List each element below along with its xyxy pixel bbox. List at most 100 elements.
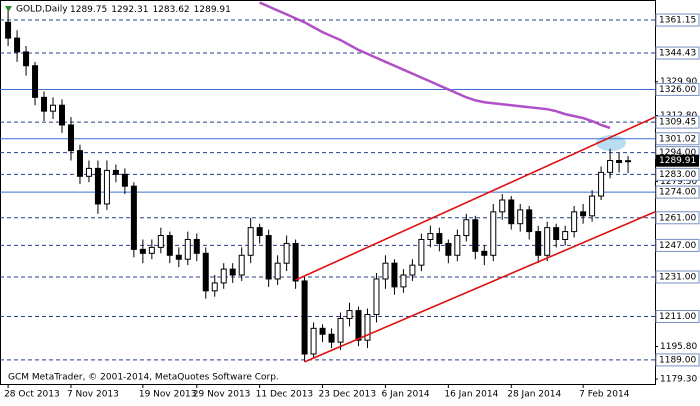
- candle-body: [310, 327, 317, 355]
- candle-body: [562, 231, 569, 240]
- candle-body: [472, 219, 479, 252]
- x-tick-label: 11 Dec 2013: [256, 390, 314, 400]
- candle-body: [427, 233, 434, 240]
- x-tick-label: 28 Jan 2014: [507, 390, 561, 400]
- candle-body: [409, 264, 416, 276]
- candle-body: [229, 268, 236, 276]
- candle-body: [76, 150, 83, 177]
- y-tick-label: 1329.90: [660, 77, 697, 87]
- current-price-box: [656, 154, 699, 167]
- candle-body: [607, 160, 614, 173]
- x-tick-label: 19 Nov 2013: [139, 390, 197, 400]
- candle-body: [139, 248, 146, 254]
- level-label-box: [655, 132, 700, 146]
- candle-body: [14, 37, 21, 53]
- candle-body: [580, 211, 587, 217]
- level-label: 1344.43: [659, 49, 696, 59]
- candle-body: [184, 238, 191, 260]
- y-tick-label: 1279.30: [660, 177, 697, 187]
- candle-body: [193, 238, 200, 254]
- level-label-box: [655, 82, 700, 96]
- candle-body: [32, 65, 39, 98]
- candle-body: [41, 96, 48, 112]
- candle-body: [5, 21, 12, 39]
- level-label: 1294.00: [659, 148, 696, 158]
- candle-body: [23, 51, 30, 67]
- level-label-box: [655, 167, 700, 181]
- candle-body: [85, 167, 92, 177]
- quote-value: 1289.75: [70, 5, 107, 15]
- candle-body: [94, 167, 101, 205]
- candle-body: [616, 160, 623, 163]
- level-label-box: [655, 115, 700, 129]
- candle-body: [247, 227, 254, 256]
- quote-header: 1289.75 1292.31 1283.62 1289.91: [70, 5, 231, 15]
- candle-body: [517, 209, 524, 225]
- candle-body: [535, 231, 542, 256]
- level-label: 1261.00: [659, 213, 696, 223]
- candle-body: [265, 235, 272, 280]
- candle-body: [319, 327, 326, 335]
- level-label: 1301.02: [659, 134, 696, 144]
- candle-body: [103, 169, 110, 205]
- level-label: 1283.00: [659, 170, 696, 180]
- candle-body: [355, 310, 362, 341]
- level-label-box: [655, 270, 700, 284]
- level-label: 1274.00: [659, 188, 696, 198]
- candle-body: [598, 171, 605, 197]
- x-tick-label: 7 Nov 2013: [67, 390, 119, 400]
- level-label: 1189.00: [659, 355, 696, 365]
- candle-body: [121, 173, 128, 187]
- candle-body: [436, 233, 443, 244]
- candle-body: [67, 124, 74, 152]
- candle-body: [625, 160, 632, 163]
- candle-body: [553, 227, 560, 240]
- candle-body: [508, 199, 515, 225]
- level-label: 1231.00: [659, 273, 696, 283]
- x-tick-label: 23 Dec 2013: [319, 390, 377, 400]
- level-label: 1211.00: [659, 312, 696, 322]
- candle-body: [418, 238, 425, 266]
- candle-body: [589, 195, 596, 217]
- candle-body: [382, 262, 389, 280]
- candle-body: [328, 333, 335, 343]
- candle-body: [463, 219, 470, 237]
- candle-body: [50, 104, 57, 112]
- candle-body: [481, 250, 488, 256]
- candle-body: [292, 242, 299, 282]
- candle-body: [175, 254, 182, 260]
- quote-value: 1289.91: [194, 5, 231, 15]
- moving-average: [259, 1, 611, 130]
- level-label: 1361.15: [659, 16, 696, 26]
- y-tick-label: 1179.30: [660, 375, 697, 385]
- x-tick-label: 29 Nov 2013: [193, 390, 251, 400]
- level-label-box: [655, 238, 700, 252]
- trendline: [295, 116, 656, 281]
- candle-body: [364, 314, 371, 341]
- level-label-box: [655, 13, 700, 27]
- quote-value: 1283.62: [152, 5, 189, 15]
- y-tick-label: 1195.80: [660, 342, 697, 352]
- candle-body: [499, 199, 506, 213]
- level-label: 1309.45: [659, 118, 696, 128]
- candle-body: [211, 282, 218, 292]
- candle-body: [571, 211, 578, 233]
- level-label: 1247.00: [659, 241, 696, 251]
- candle-body: [544, 227, 551, 256]
- candle-body: [256, 227, 263, 237]
- candle-body: [148, 246, 155, 254]
- level-label-box: [655, 309, 700, 323]
- candle-body: [445, 242, 452, 256]
- candle-body: [526, 209, 533, 233]
- trendline: [304, 211, 656, 363]
- symbol-icon: [5, 6, 12, 12]
- candle-body: [400, 274, 407, 288]
- candle-body: [202, 252, 209, 292]
- candle-body: [490, 211, 497, 256]
- x-tick-label: 28 Oct 2013: [4, 390, 60, 400]
- candle-body: [157, 235, 164, 248]
- candle-body: [283, 242, 290, 264]
- candle-body: [130, 185, 137, 250]
